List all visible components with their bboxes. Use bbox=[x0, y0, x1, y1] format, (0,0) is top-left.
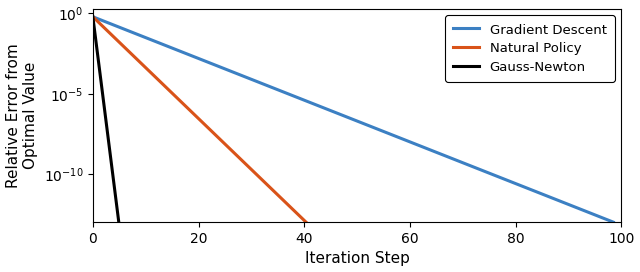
Gradient Descent bbox=[602, 218, 609, 221]
Gradient Descent bbox=[89, 15, 97, 18]
Line: Gradient Descent: Gradient Descent bbox=[93, 17, 613, 222]
Legend: Gradient Descent, Natural Policy, Gauss-Newton: Gradient Descent, Natural Policy, Gauss-… bbox=[445, 15, 614, 82]
Gradient Descent bbox=[602, 218, 610, 221]
Y-axis label: Relative Error from
Optimal Value: Relative Error from Optimal Value bbox=[6, 43, 38, 188]
X-axis label: Iteration Step: Iteration Step bbox=[305, 251, 410, 267]
Gradient Descent bbox=[116, 26, 124, 29]
Gradient Descent bbox=[505, 179, 513, 183]
Natural Policy bbox=[116, 41, 124, 44]
Gradient Descent bbox=[332, 111, 340, 114]
Gradient Descent bbox=[346, 116, 354, 120]
Line: Gauss-Newton: Gauss-Newton bbox=[93, 17, 119, 222]
Gauss-Newton bbox=[89, 15, 97, 18]
Line: Natural Policy: Natural Policy bbox=[93, 17, 306, 222]
Natural Policy bbox=[89, 15, 97, 18]
